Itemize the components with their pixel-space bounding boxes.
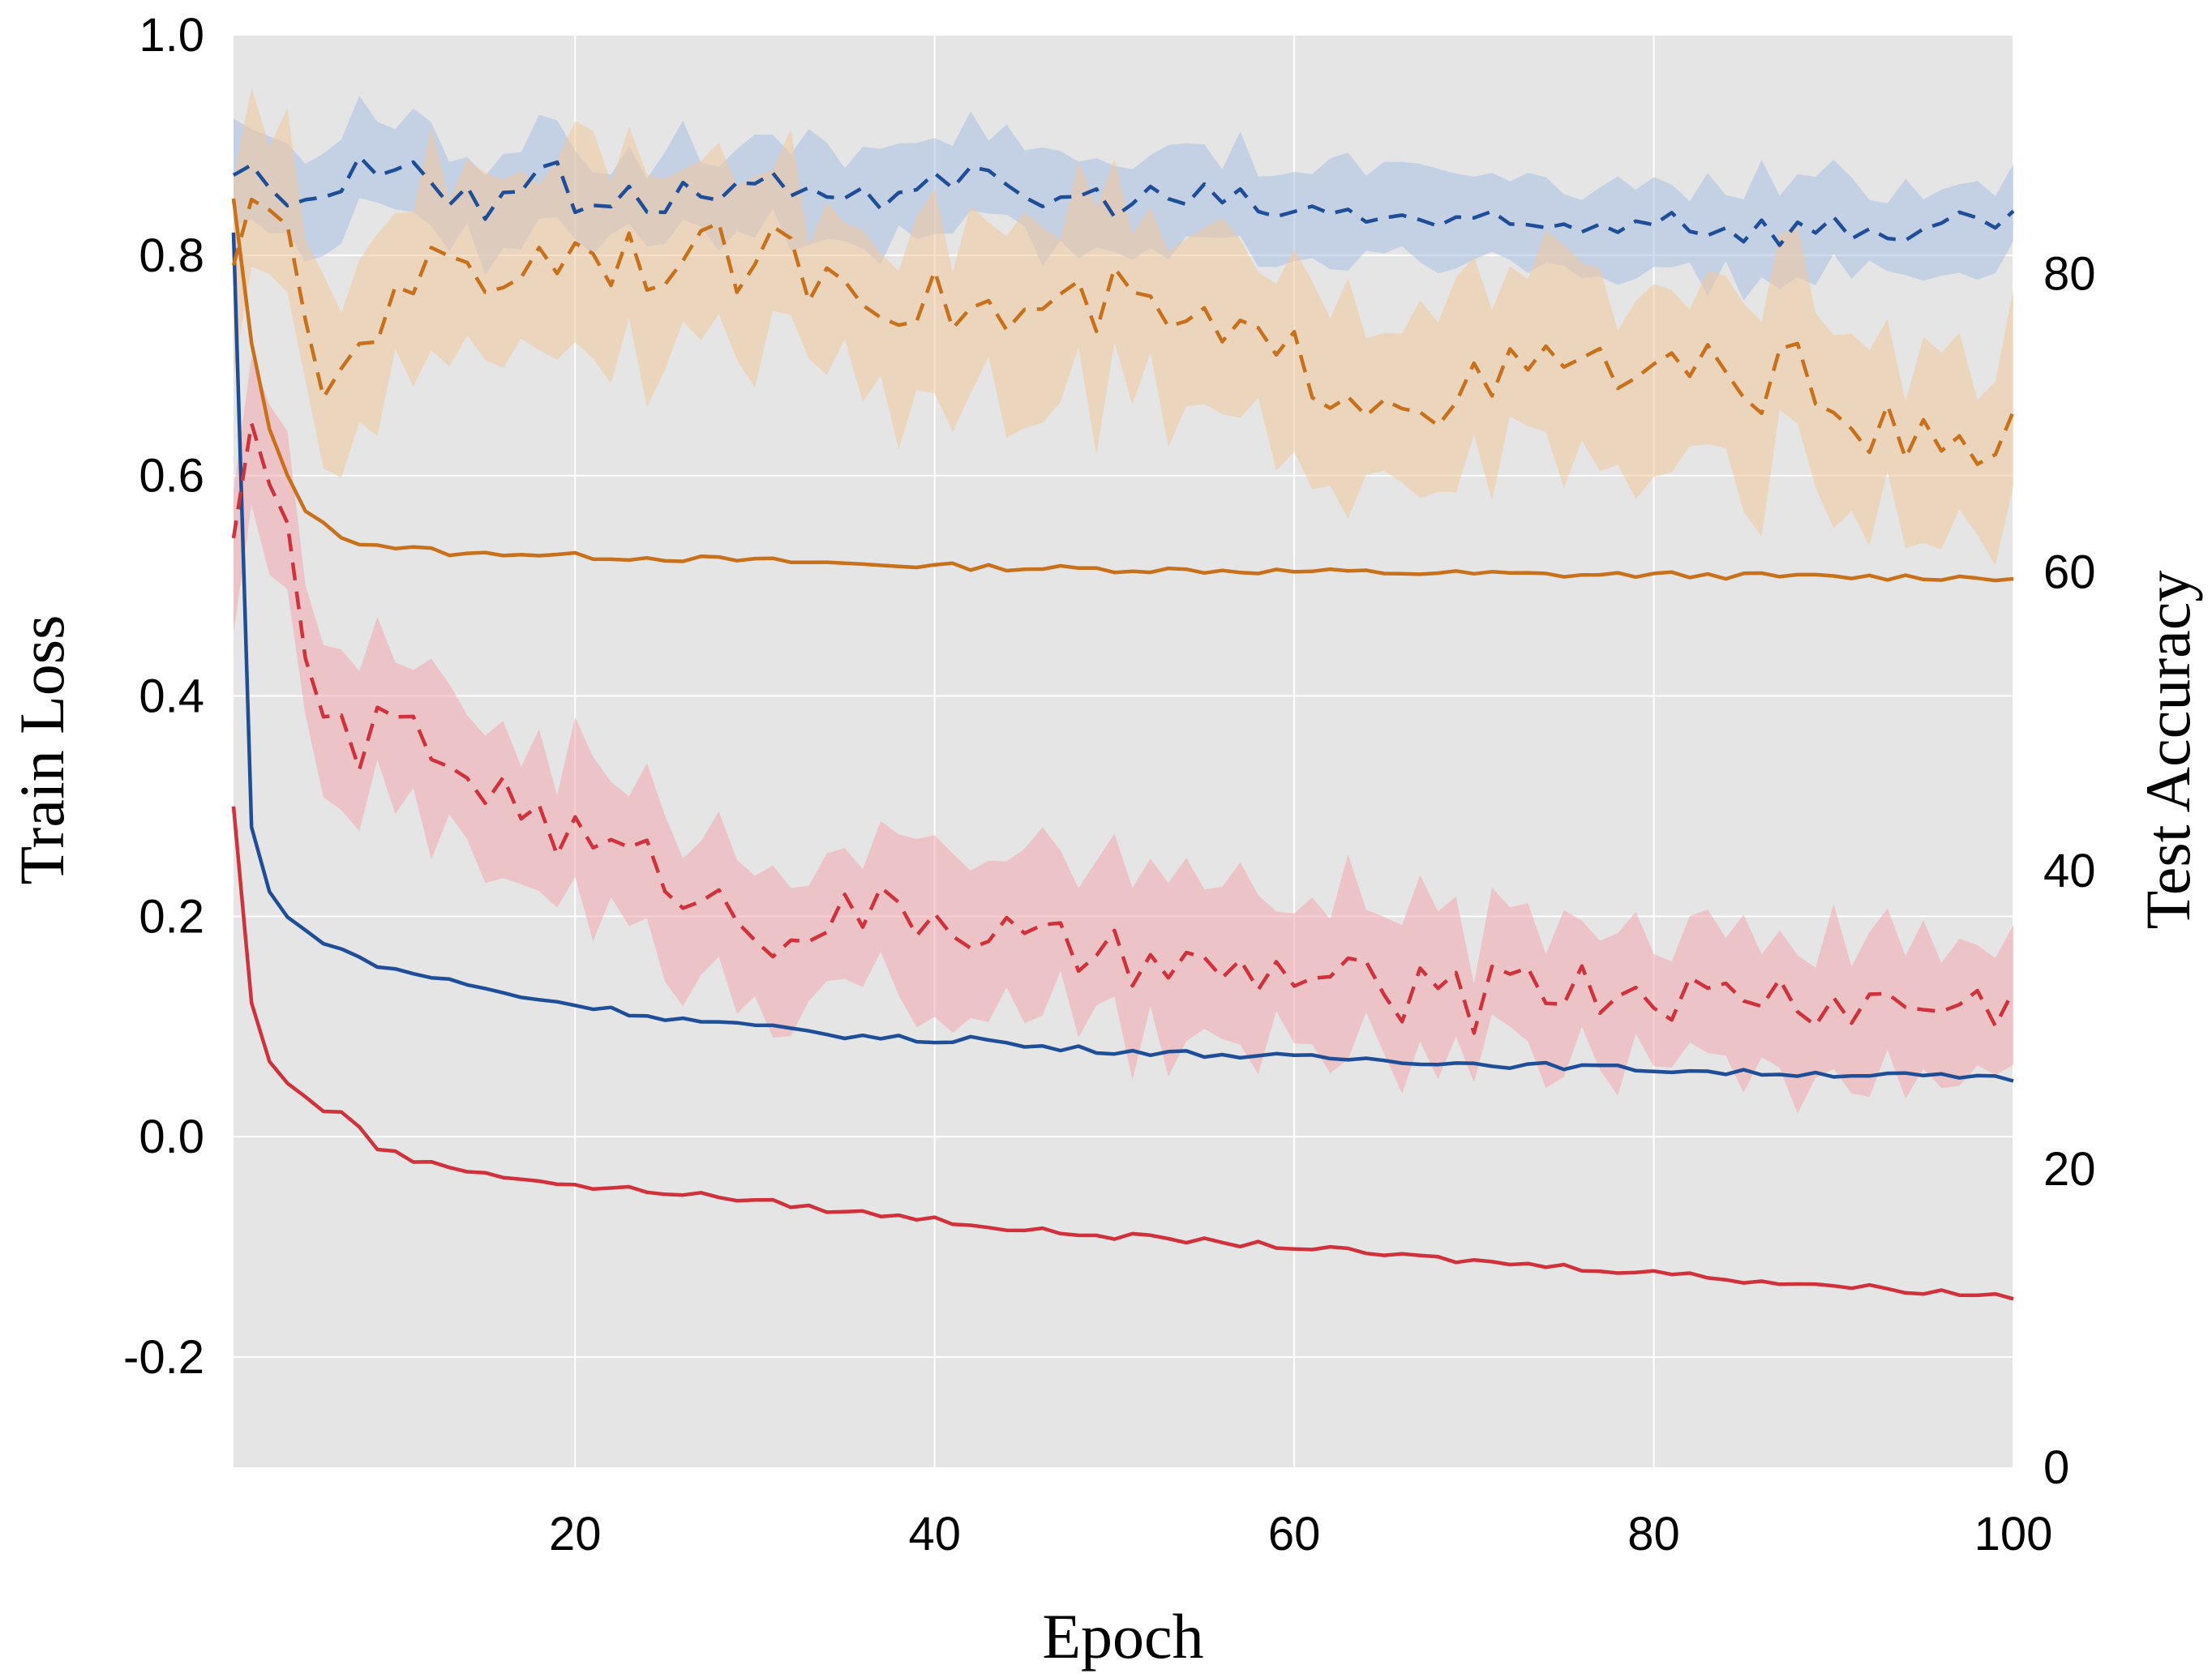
left-y-axis-ticks: -0.2 0.0 0.2 0.4 0.6 0.8 1.0 xyxy=(123,9,204,1384)
blue-train-loss-line xyxy=(231,232,2014,1083)
right-y-axis-ticks: 0 20 40 60 80 xyxy=(2043,248,2096,1495)
y2-tick-label: 20 xyxy=(2043,1143,2096,1196)
y-tick-label: 0.6 xyxy=(139,450,204,503)
orange-test-accuracy-line xyxy=(231,197,2016,466)
red-test-accuracy-line xyxy=(231,421,2016,1035)
y2-tick-label: 40 xyxy=(2043,845,2096,897)
x-axis-ticks: 20 40 60 80 100 xyxy=(549,1508,2052,1560)
y2-tick-label: 0 xyxy=(2043,1441,2069,1494)
series-lines xyxy=(231,154,2016,1301)
y-tick-label: 0.0 xyxy=(139,1111,204,1163)
red-test-accuracy-band xyxy=(234,356,2013,1114)
x-tick-label: 80 xyxy=(1627,1508,1680,1560)
x-tick-label: 100 xyxy=(1974,1508,2053,1560)
y-tick-label: 0.2 xyxy=(139,890,204,943)
y2-tick-label: 80 xyxy=(2043,248,2096,301)
y-tick-label: 0.8 xyxy=(139,229,204,282)
y-tick-label: 1.0 xyxy=(139,9,204,62)
x-axis-title: Epoch xyxy=(1042,1601,1203,1672)
y-tick-label: -0.2 xyxy=(123,1331,204,1384)
x-tick-label: 60 xyxy=(1268,1508,1321,1560)
y-tick-label: 0.4 xyxy=(139,670,204,723)
x-tick-label: 20 xyxy=(549,1508,602,1560)
y-axis-title: Train Loss xyxy=(6,614,77,884)
x-tick-label: 40 xyxy=(908,1508,961,1560)
orange-train-loss-line xyxy=(231,198,2014,583)
blue-test-accuracy-line xyxy=(232,154,2015,247)
y2-axis-title: Test Accuracy xyxy=(2133,571,2203,930)
orange-test-accuracy-band xyxy=(234,88,2013,566)
confidence-bands xyxy=(234,88,2013,1114)
y2-tick-label: 60 xyxy=(2043,546,2096,599)
red-train-loss-line xyxy=(231,806,2014,1301)
